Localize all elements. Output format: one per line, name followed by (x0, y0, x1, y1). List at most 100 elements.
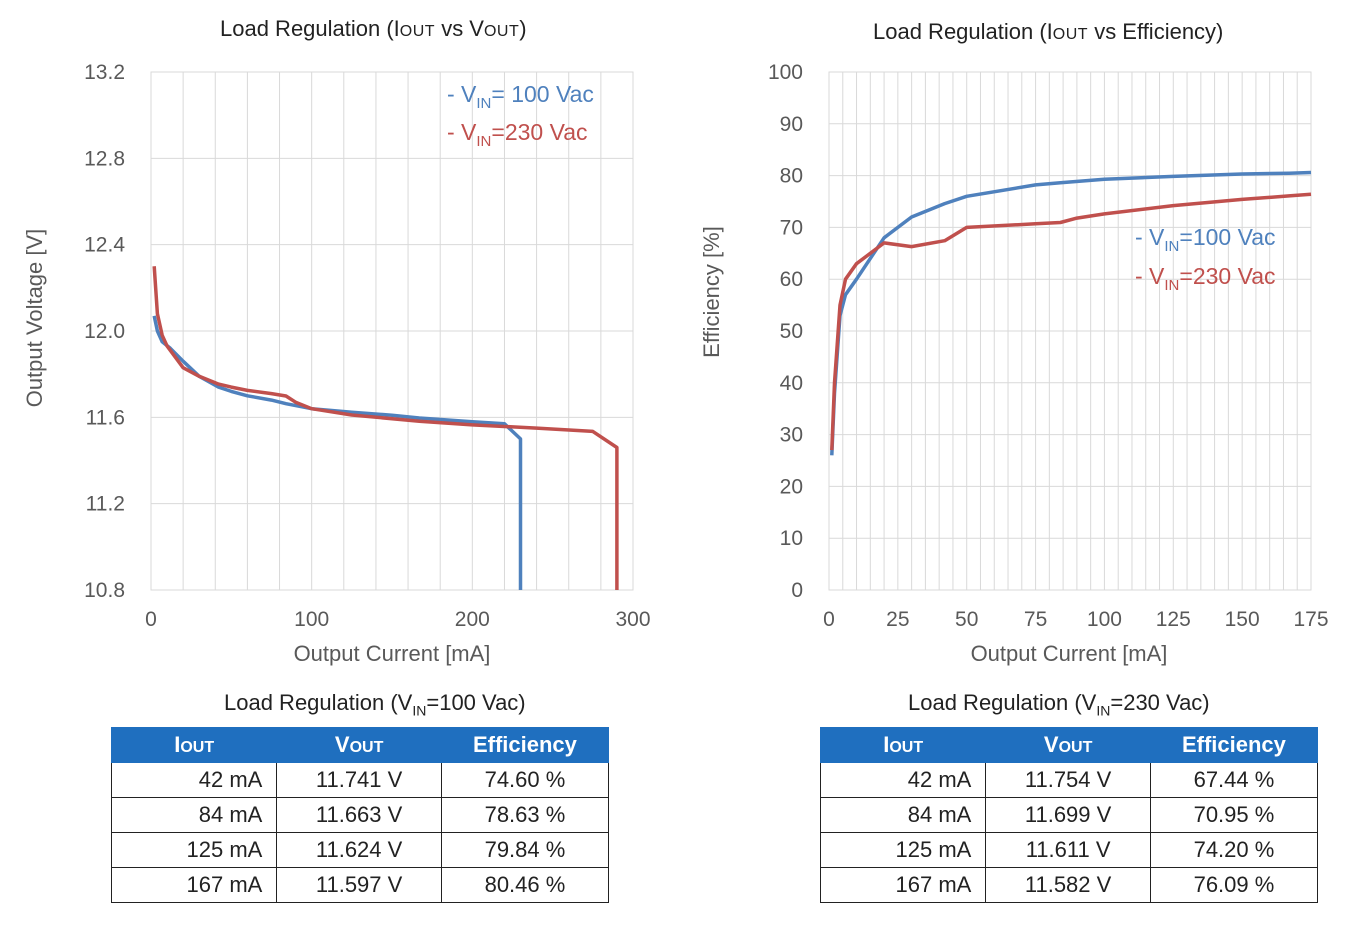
chart1-title-mid: vs V (435, 16, 484, 41)
y-tick-label: 10.8 (84, 579, 125, 602)
load-regulation-table-230vac: IOUT VOUT Efficiency 42 mA 11.754 V 67.44 … (819, 727, 1319, 903)
y-tick-label: 100 (768, 61, 803, 84)
table2-title-post: =230 Vac) (1110, 690, 1210, 715)
cell-iout: 84 mA (819, 797, 987, 833)
legend-entry-0: - VIN= 100 Vac (447, 81, 594, 112)
chart2-title-main: Load Regulation (I (873, 19, 1053, 44)
x-tick-label: 125 (1156, 608, 1191, 631)
cell-efficiency: 67.44 % (1149, 762, 1319, 798)
x-tick-label: 25 (886, 608, 909, 631)
legend-prefix: - V (447, 81, 477, 107)
y-tick-label: 11.2 (86, 493, 125, 516)
table1-title-sub: IN (412, 702, 427, 719)
table-row: 42 mA 11.741 V 74.60 % (110, 762, 610, 798)
plot-frame (150, 71, 634, 591)
chart1-title-end: ) (519, 16, 527, 41)
table1-title-post: =100 Vac) (426, 690, 526, 715)
header-vout-sub: OUT (349, 739, 384, 756)
header-vout-sub: OUT (1058, 739, 1093, 756)
header-iout: IOUT (110, 727, 278, 763)
cell-iout: 42 mA (819, 762, 987, 798)
header-iout-sub: OUT (180, 739, 215, 756)
chart2-title-sub1: OUT (1052, 26, 1089, 43)
x-tick-label: 100 (1087, 608, 1122, 631)
legend-suffix: =230 Vac (491, 119, 587, 145)
legend-entry-1: - VIN=230 Vac (1135, 263, 1276, 294)
x-tick-label: 300 (615, 608, 650, 631)
header-vout-cap: V (334, 732, 350, 757)
cell-vout: 11.624 V (276, 832, 442, 868)
x-tick-label: 200 (455, 608, 490, 631)
charts-canvas: 0 100 200 30013.212.812.412.011.611.210.8Ou… (22, 61, 1329, 666)
header-efficiency: Efficiency (1149, 727, 1319, 763)
header-efficiency: Efficiency (440, 727, 610, 763)
legend-prefix: - V (447, 119, 477, 145)
cell-efficiency: 79.84 % (440, 832, 610, 868)
chart1-title-main: Load Regulation (I (220, 16, 400, 41)
plot-grid (150, 71, 634, 591)
cell-efficiency: 80.46 % (440, 867, 610, 903)
legend-subscript: IN (476, 95, 491, 112)
y-tick-label: 90 (780, 113, 803, 136)
y-tick-label: 0 (791, 579, 803, 602)
header-iout-sub: OUT (889, 739, 924, 756)
x-axis-label: Output Current [mA] (294, 641, 491, 666)
table-row: 42 mA 11.754 V 67.44 % (819, 762, 1319, 798)
cell-iout: 42 mA (110, 762, 278, 798)
efficiency-chart: 0 25 50 75 100 125 150 175100908070605040302010… (699, 61, 1329, 666)
legend-prefix: - V (1135, 263, 1165, 289)
table2-title-pre: Load Regulation (V (908, 690, 1097, 715)
cell-vout: 11.663 V (276, 797, 442, 833)
legend-entry-0: - VIN=100 Vac (1135, 224, 1276, 255)
y-tick-label: 12.0 (84, 320, 125, 343)
y-tick-label: 11.6 (86, 406, 125, 429)
cell-vout: 11.741 V (276, 762, 442, 798)
x-tick-label: 0 (145, 608, 157, 631)
cell-iout: 125 mA (110, 832, 278, 868)
header-vout-cap: V (1043, 732, 1059, 757)
table2-title: Load Regulation (VIN=230 Vac) (908, 690, 1210, 718)
legend-suffix: =100 Vac (1179, 224, 1275, 250)
table-header-row: IOUT VOUT Efficiency (110, 727, 610, 763)
plot-grid (828, 71, 1312, 591)
y-tick-label: 40 (780, 372, 803, 395)
x-tick-label: 75 (1024, 608, 1047, 631)
y-tick-label: 60 (780, 268, 803, 291)
legend-suffix: = 100 Vac (491, 81, 594, 107)
x-tick-label: 100 (294, 608, 329, 631)
y-tick-label: 80 (780, 165, 803, 188)
legend-prefix: - V (1135, 224, 1165, 250)
x-tick-label: 150 (1225, 608, 1260, 631)
chart1-title-sub2: OUT (483, 23, 520, 40)
cell-efficiency: 78.63 % (440, 797, 610, 833)
cell-vout: 11.597 V (276, 867, 442, 903)
table-header-row: IOUT VOUT Efficiency (819, 727, 1319, 763)
series-line-0 (152, 315, 523, 590)
cell-iout: 125 mA (819, 832, 987, 868)
header-iout: IOUT (819, 727, 987, 763)
legend-subscript: IN (476, 133, 491, 150)
table1-title-pre: Load Regulation (V (224, 690, 413, 715)
table-row: 167 mA 11.597 V 80.46 % (110, 867, 610, 903)
legend-entry-1: - VIN=230 Vac (447, 119, 588, 150)
cell-vout: 11.582 V (985, 867, 1151, 903)
legend-subscript: IN (1164, 277, 1179, 294)
y-tick-label: 12.8 (84, 147, 125, 170)
cell-vout: 11.611 V (985, 832, 1151, 868)
chart2-title: Load Regulation (IOUT vs Efficiency) (873, 19, 1223, 45)
header-vout: VOUT (276, 727, 442, 763)
legend-subscript: IN (1164, 238, 1179, 255)
plot-frame (828, 71, 1312, 591)
cell-iout: 167 mA (819, 867, 987, 903)
y-tick-label: 20 (780, 475, 803, 498)
y-tick-label: 12.4 (84, 234, 125, 257)
cell-efficiency: 74.20 % (1149, 832, 1319, 868)
table1-title: Load Regulation (VIN=100 Vac) (224, 690, 526, 718)
cell-vout: 11.754 V (985, 762, 1151, 798)
x-tick-label: 175 (1293, 608, 1328, 631)
table-row: 84 mA 11.699 V 70.95 % (819, 797, 1319, 833)
table-row: 125 mA 11.611 V 74.20 % (819, 832, 1319, 868)
chart2-title-end: vs Efficiency) (1088, 19, 1224, 44)
cell-vout: 11.699 V (985, 797, 1151, 833)
series-line-0 (830, 170, 1312, 456)
